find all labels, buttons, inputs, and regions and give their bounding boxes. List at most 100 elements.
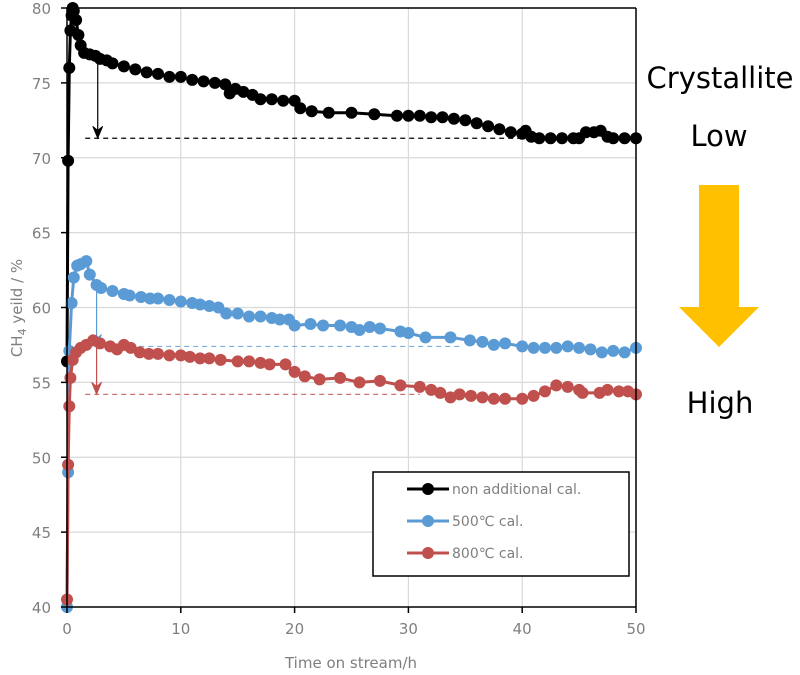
data-point	[413, 109, 426, 122]
data-point	[334, 319, 347, 332]
data-point	[220, 307, 233, 320]
data-point	[499, 337, 512, 350]
data-point	[142, 347, 155, 360]
data-point	[203, 300, 216, 312]
data-point	[194, 352, 207, 365]
legend-marker	[422, 483, 434, 495]
y-tick-label: 75	[32, 75, 51, 93]
y-tick-label: 40	[32, 599, 51, 617]
data-point	[463, 334, 476, 347]
data-point	[607, 344, 620, 357]
y-tick-label: 70	[32, 150, 51, 168]
data-point	[62, 458, 75, 471]
data-point	[550, 341, 563, 354]
y-axis-title-subscript: 4	[16, 328, 29, 335]
data-point	[595, 346, 608, 359]
data-point	[124, 341, 137, 354]
data-point	[459, 114, 472, 127]
x-tick-label: 10	[171, 620, 190, 638]
data-point	[353, 324, 366, 336]
data-point	[163, 349, 176, 362]
data-point	[117, 60, 130, 73]
crystallite-annotation: Crystallite Low High	[647, 61, 794, 420]
y-tick-label: 60	[32, 300, 51, 318]
data-point	[129, 63, 142, 76]
data-point	[288, 365, 301, 378]
data-point	[561, 340, 574, 353]
data-point	[152, 292, 164, 305]
legend-marker	[422, 547, 434, 559]
data-point	[476, 391, 489, 404]
data-point	[133, 346, 146, 359]
data-point	[618, 346, 631, 359]
data-point	[254, 356, 267, 369]
data-point	[374, 322, 386, 335]
data-point	[353, 376, 366, 389]
data-point	[425, 383, 438, 396]
x-tick-label: 0	[62, 620, 72, 638]
data-point	[527, 389, 540, 402]
data-point	[419, 331, 432, 344]
data-point	[63, 400, 76, 413]
data-point	[277, 94, 290, 107]
crystallite-low-label: Low	[690, 119, 747, 153]
data-point	[94, 337, 106, 350]
data-point	[402, 109, 415, 122]
data-point	[294, 102, 307, 115]
data-point	[288, 319, 301, 332]
data-point	[561, 380, 574, 393]
data-point	[254, 93, 267, 106]
data-point	[67, 271, 80, 284]
x-tick-label: 40	[513, 620, 532, 638]
data-point	[83, 268, 96, 281]
data-point	[174, 295, 187, 308]
x-axis-title: Time on stream/h	[284, 654, 417, 672]
data-point	[265, 93, 278, 106]
data-point	[243, 310, 256, 323]
data-point	[208, 76, 221, 89]
x-tick-label: 20	[285, 620, 304, 638]
data-point	[263, 358, 276, 371]
data-point	[465, 389, 477, 402]
data-point	[516, 340, 529, 353]
data-point	[425, 111, 438, 124]
data-point	[317, 319, 330, 332]
data-point	[345, 106, 358, 119]
legend-label: 800℃ cal.	[452, 546, 524, 562]
data-point	[305, 105, 318, 118]
data-point	[106, 57, 119, 70]
series-0	[61, 2, 642, 368]
data-point	[80, 255, 93, 268]
y-tick-label: 65	[32, 225, 51, 243]
data-point	[601, 383, 614, 396]
data-point	[394, 379, 407, 392]
data-point	[279, 358, 292, 371]
series-group	[61, 2, 642, 613]
legend-entry: non additional cal.	[407, 482, 581, 498]
reference-arrow-head-icon	[92, 125, 104, 140]
data-point	[573, 341, 586, 354]
data-point	[334, 371, 347, 384]
data-point	[487, 338, 500, 351]
y-axis-title: CH4 yeild / %	[8, 259, 29, 357]
axis-ticks: 0 10 20 30 40 50 40 45 50 55 60 65 70 75 80	[32, 0, 646, 638]
data-point	[618, 132, 631, 145]
data-point	[123, 289, 136, 302]
data-point	[516, 392, 529, 405]
down-arrow-icon	[679, 185, 759, 347]
data-point	[62, 154, 75, 167]
data-point	[444, 391, 457, 404]
crystallite-label: Crystallite	[647, 61, 794, 95]
data-point	[391, 109, 403, 122]
data-point	[186, 73, 199, 86]
data-point	[231, 355, 244, 368]
data-point	[135, 291, 147, 303]
data-point	[231, 307, 244, 320]
data-point	[539, 341, 551, 354]
data-point	[527, 341, 540, 354]
data-point	[584, 343, 597, 356]
data-point	[470, 117, 483, 130]
data-point	[368, 108, 381, 121]
data-point	[453, 388, 466, 401]
